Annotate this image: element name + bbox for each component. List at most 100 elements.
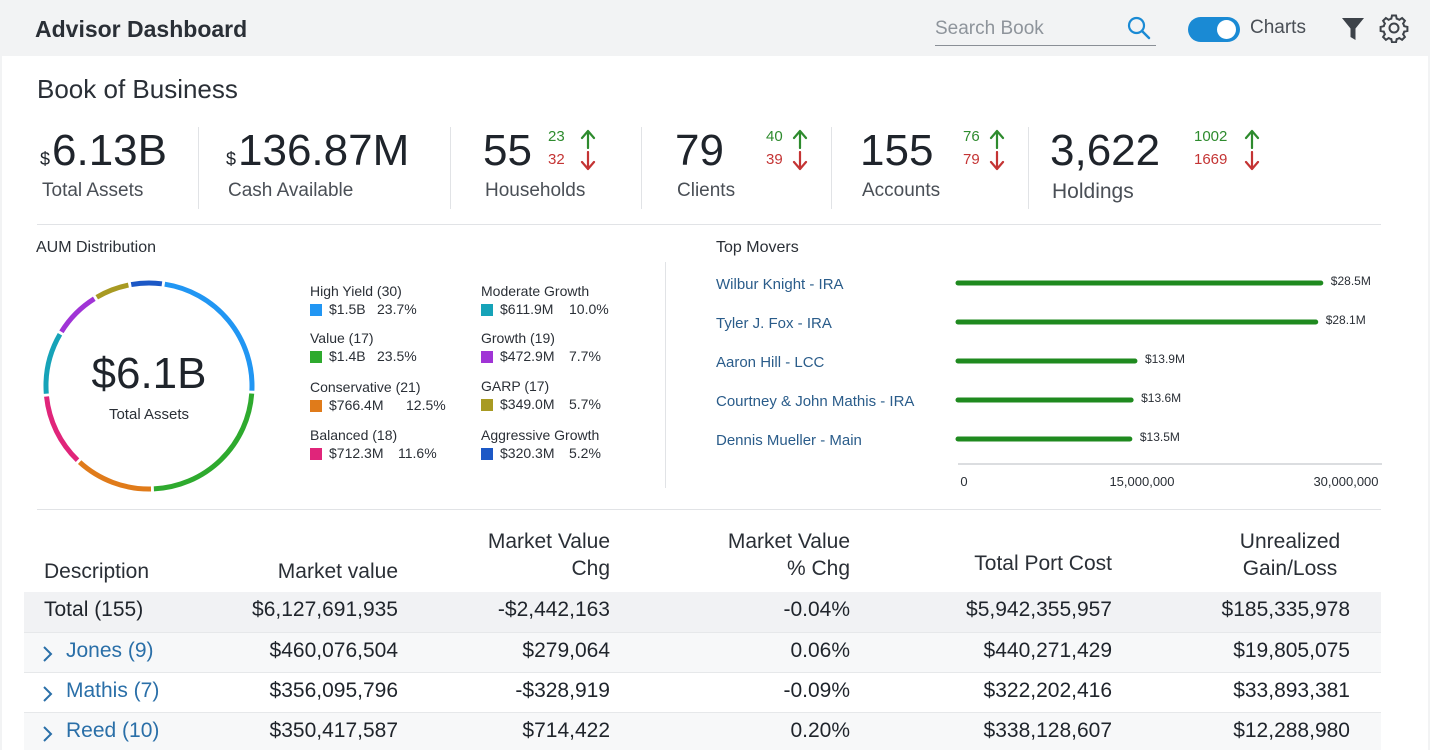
table-row[interactable]: Reed (10) $350,417,587 $714,422 0.20% $3… xyxy=(24,713,1381,750)
divider xyxy=(37,224,1381,225)
x-tick-label: 0 xyxy=(960,474,967,489)
kpi-divider xyxy=(831,127,832,209)
header-line: Gain/Loss xyxy=(1242,557,1338,580)
legend-value: $712.3M xyxy=(329,445,384,461)
col-header-market-value[interactable]: Market value xyxy=(277,560,398,583)
arrow-down-icon xyxy=(792,151,808,171)
section-title: Book of Business xyxy=(37,74,238,104)
chevron-right-icon[interactable] xyxy=(42,725,54,743)
cell-mv-pct: 0.06% xyxy=(790,639,850,662)
legend-swatch xyxy=(310,351,322,363)
mover-link[interactable]: Dennis Mueller - Main xyxy=(716,432,862,449)
mover-link[interactable]: Wilbur Knight - IRA xyxy=(716,276,844,293)
filter-icon[interactable] xyxy=(1340,15,1366,43)
legend-value: $320.3M xyxy=(500,445,555,461)
legend-item: Value (17) $1.4B 23.5% xyxy=(310,330,480,366)
divider xyxy=(37,509,1381,510)
header-line: Unrealized xyxy=(1239,530,1341,553)
header-line: Market Value xyxy=(487,530,610,553)
col-header-port-cost[interactable]: Total Port Cost xyxy=(974,552,1112,575)
kpi-value: $6.13B xyxy=(40,126,167,176)
kpi-accounts: 155 Accounts 76 79 xyxy=(860,126,1020,210)
kpi-cash-available: $136.87M Cash Available xyxy=(226,126,446,210)
donut-slice xyxy=(164,281,255,391)
chevron-right-icon[interactable] xyxy=(42,645,54,663)
row-separator xyxy=(24,632,1381,633)
cell-gain-loss: $185,335,978 xyxy=(1221,598,1350,621)
col-header-mv-pct[interactable]: Market Value % Chg xyxy=(650,528,850,582)
cell-mv-chg: -$328,919 xyxy=(515,679,610,702)
up-count: 40 xyxy=(766,128,783,145)
clients-value: 79 xyxy=(675,126,724,175)
panel-divider xyxy=(665,262,666,488)
row-group-link[interactable]: Reed (10) xyxy=(66,719,160,742)
chevron-right-icon[interactable] xyxy=(42,685,54,703)
up-count: 76 xyxy=(963,128,980,145)
legend-name: Conservative (21) xyxy=(310,379,421,395)
total-assets-value: 6.13B xyxy=(52,126,167,175)
arrow-up-icon xyxy=(1244,129,1260,149)
up-count: 23 xyxy=(548,128,565,145)
legend-swatch xyxy=(481,448,493,460)
legend-pct: 12.5% xyxy=(406,397,446,413)
cell-mv-pct: -0.09% xyxy=(783,679,850,702)
households-value: 55 xyxy=(483,126,532,175)
table-row[interactable]: Jones (9) $460,076,504 $279,064 0.06% $4… xyxy=(24,633,1381,673)
kpi-value: $136.87M xyxy=(226,126,409,176)
header-line: Chg xyxy=(571,557,610,580)
gear-icon[interactable] xyxy=(1379,13,1409,43)
down-count: 79 xyxy=(963,151,980,168)
cell-port-cost: $5,942,355,957 xyxy=(966,598,1112,621)
cell-market-value: $350,417,587 xyxy=(269,719,398,742)
mover-link[interactable]: Courtney & John Mathis - IRA xyxy=(716,393,915,410)
down-count: 32 xyxy=(548,151,565,168)
legend-swatch xyxy=(310,448,322,460)
row-group-link[interactable]: Mathis (7) xyxy=(66,679,160,702)
legend-name: Growth (19) xyxy=(481,330,555,346)
table-row-total: Total (155) $6,127,691,935 -$2,442,163 -… xyxy=(24,592,1381,632)
search-input[interactable] xyxy=(935,16,1120,42)
mover-link[interactable]: Tyler J. Fox - IRA xyxy=(716,315,832,332)
legend-value: $1.5B xyxy=(329,301,366,317)
mover-data-label: $13.9M xyxy=(1145,352,1185,366)
cell-port-cost: $338,128,607 xyxy=(983,719,1112,742)
search-box[interactable] xyxy=(935,14,1156,46)
arrow-down-icon xyxy=(989,151,1005,171)
legend-name: Moderate Growth xyxy=(481,283,590,299)
table-row[interactable]: Mathis (7) $356,095,796 -$328,919 -0.09%… xyxy=(24,673,1381,713)
arrow-up-icon xyxy=(989,129,1005,149)
charts-toggle[interactable] xyxy=(1188,17,1240,42)
down-count: 39 xyxy=(766,151,783,168)
row-separator xyxy=(24,672,1381,673)
cell-mv-chg: $714,422 xyxy=(522,719,610,742)
col-header-mv-chg[interactable]: Market Value Chg xyxy=(410,528,610,582)
col-header-gain-loss[interactable]: Unrealized Gain/Loss xyxy=(1130,528,1350,582)
donut-slice xyxy=(95,282,129,300)
legend-item: High Yield (30) $1.5B 23.7% xyxy=(310,283,480,319)
top-bar: Advisor Dashboard Charts xyxy=(0,0,1430,56)
legend-swatch xyxy=(310,304,322,316)
col-header-description[interactable]: Description xyxy=(44,560,150,583)
legend-pct: 23.5% xyxy=(377,348,417,364)
header-line: Market Value xyxy=(727,530,850,553)
search-icon[interactable] xyxy=(1126,15,1152,41)
legend-value: $349.0M xyxy=(500,396,555,412)
legend-name: Value (17) xyxy=(310,330,374,346)
kpi-households: 55 Households 23 32 xyxy=(483,126,633,210)
legend-item: Balanced (18) $712.3M 11.6% xyxy=(310,427,480,463)
row-group-link[interactable]: Jones (9) xyxy=(66,639,154,662)
mover-link[interactable]: Aaron Hill - LCC xyxy=(716,354,825,371)
cell-mv-pct: -0.04% xyxy=(783,598,850,621)
cell-port-cost: $322,202,416 xyxy=(983,679,1112,702)
aum-title: AUM Distribution xyxy=(36,239,157,256)
cell-mv-chg: -$2,442,163 xyxy=(497,598,610,621)
kpi-label: Cash Available xyxy=(228,180,354,201)
legend-swatch xyxy=(310,400,322,412)
legend-swatch xyxy=(481,399,493,411)
holdings-change: 1002 1669 xyxy=(1194,128,1264,176)
currency-symbol: $ xyxy=(226,149,237,169)
legend-name: Aggressive Growth xyxy=(481,427,600,443)
header-line: % Chg xyxy=(786,557,850,580)
legend-swatch xyxy=(481,351,493,363)
row-separator xyxy=(24,712,1381,713)
